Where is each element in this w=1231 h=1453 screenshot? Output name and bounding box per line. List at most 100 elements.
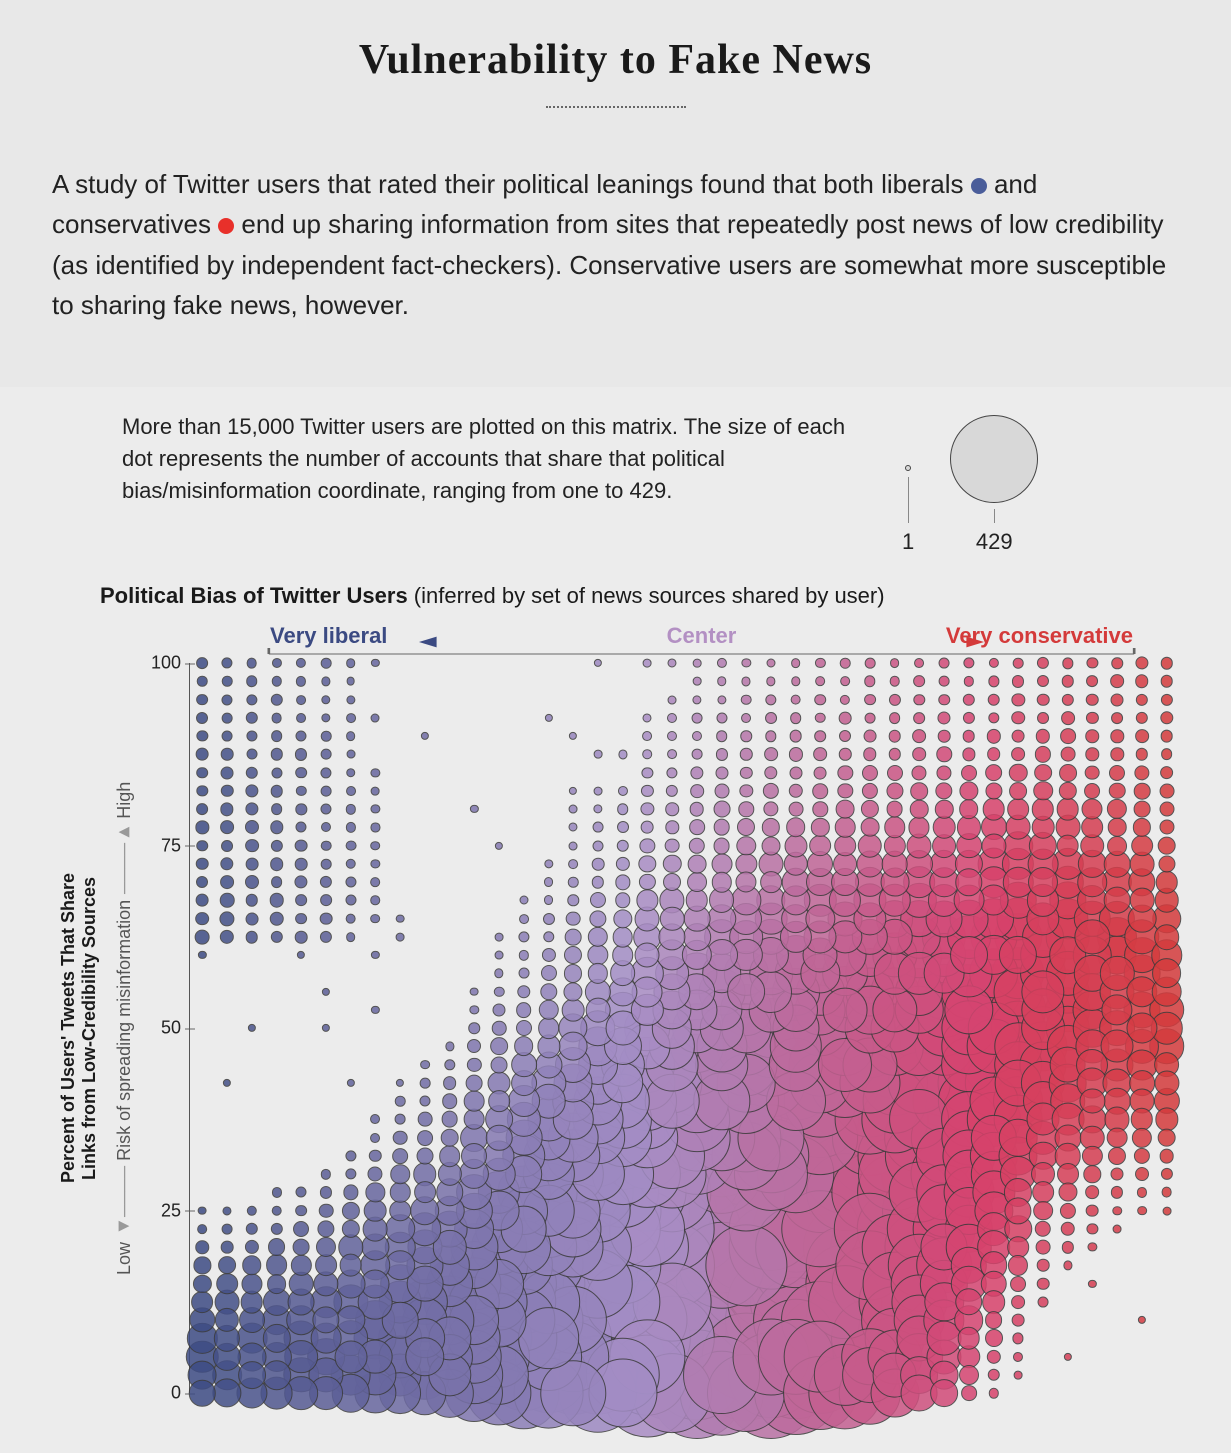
data-bubble bbox=[466, 1075, 483, 1092]
data-bubble bbox=[271, 730, 283, 742]
data-bubble bbox=[955, 1288, 983, 1316]
data-bubble bbox=[764, 748, 778, 762]
data-bubble bbox=[368, 1167, 383, 1182]
data-bubble bbox=[791, 677, 800, 686]
data-bubble bbox=[295, 895, 307, 907]
data-bubble bbox=[540, 983, 557, 1000]
data-bubble bbox=[815, 694, 827, 706]
data-bubble bbox=[317, 1220, 334, 1237]
data-bubble bbox=[345, 877, 356, 888]
y-tick: 75 bbox=[161, 835, 181, 856]
data-bubble bbox=[1086, 1204, 1099, 1217]
data-bubble bbox=[495, 933, 504, 942]
data-bubble bbox=[195, 930, 210, 945]
data-bubble bbox=[914, 676, 926, 688]
data-bubble bbox=[959, 1365, 979, 1385]
data-bubble bbox=[815, 730, 827, 742]
data-bubble bbox=[197, 731, 208, 742]
data-bubble bbox=[245, 839, 259, 853]
data-bubble bbox=[914, 658, 924, 668]
data-bubble bbox=[1108, 1147, 1126, 1165]
data-bubble bbox=[1088, 1243, 1097, 1252]
data-bubble bbox=[1034, 764, 1052, 782]
data-bubble bbox=[223, 1079, 231, 1087]
data-bubble bbox=[789, 784, 803, 798]
data-bubble bbox=[690, 766, 703, 779]
data-bubble bbox=[514, 1037, 534, 1057]
data-bubble bbox=[246, 894, 258, 906]
data-bubble bbox=[321, 677, 330, 686]
data-bubble bbox=[218, 1257, 236, 1275]
data-bubble bbox=[246, 712, 258, 724]
data-bubble bbox=[912, 729, 926, 743]
data-bubble bbox=[270, 693, 282, 705]
data-bubble bbox=[1108, 818, 1127, 837]
data-bubble bbox=[706, 1225, 787, 1306]
data-bubble bbox=[1058, 1183, 1077, 1202]
data-bubble bbox=[345, 840, 356, 851]
data-bubble bbox=[864, 694, 876, 706]
data-bubble bbox=[840, 658, 851, 669]
data-bubble bbox=[1159, 802, 1174, 817]
data-bubble bbox=[565, 929, 582, 946]
data-bubble bbox=[295, 839, 308, 852]
data-bubble bbox=[220, 857, 233, 870]
data-bubble bbox=[270, 785, 283, 798]
data-bubble bbox=[1160, 730, 1173, 743]
data-bubble bbox=[789, 730, 802, 743]
data-bubble bbox=[914, 694, 925, 705]
data-bubble bbox=[691, 713, 702, 724]
data-bubble bbox=[295, 876, 308, 889]
data-bubble bbox=[246, 749, 257, 760]
data-bubble bbox=[1104, 887, 1131, 914]
data-bubble bbox=[296, 804, 307, 815]
data-bubble bbox=[494, 986, 504, 996]
data-bubble bbox=[1135, 1167, 1149, 1181]
data-bubble bbox=[687, 872, 707, 892]
data-bubble bbox=[982, 798, 1005, 821]
data-bubble bbox=[222, 658, 233, 669]
data-bubble bbox=[343, 1185, 358, 1200]
data-bubble bbox=[693, 659, 702, 668]
data-bubble bbox=[1060, 1203, 1076, 1219]
data-bubble bbox=[1012, 1314, 1025, 1327]
data-bubble bbox=[865, 713, 876, 724]
data-bubble bbox=[665, 838, 680, 853]
data-bubble bbox=[741, 713, 751, 723]
data-bubble bbox=[320, 931, 332, 943]
data-bubble bbox=[616, 839, 628, 851]
data-bubble bbox=[270, 857, 284, 871]
data-bubble bbox=[886, 801, 903, 818]
data-bubble bbox=[1056, 834, 1079, 857]
chart-title: Political Bias of Twitter Users (inferre… bbox=[100, 583, 1179, 609]
data-bubble bbox=[862, 765, 878, 781]
x-axis-arrows-icon bbox=[260, 627, 1143, 657]
data-bubble bbox=[268, 1238, 286, 1256]
data-bubble bbox=[245, 803, 258, 816]
data-bubble bbox=[1136, 748, 1148, 760]
data-bubble bbox=[1154, 924, 1180, 950]
data-bubble bbox=[196, 894, 209, 907]
data-bubble bbox=[935, 782, 952, 799]
data-bubble bbox=[1126, 1013, 1157, 1044]
data-bubble bbox=[1060, 747, 1075, 762]
data-bubble bbox=[1137, 1206, 1147, 1216]
data-bubble bbox=[1014, 1371, 1023, 1380]
data-bubble bbox=[272, 1187, 282, 1197]
data-bubble bbox=[371, 859, 380, 868]
data-bubble bbox=[293, 1239, 310, 1256]
data-bubble bbox=[196, 876, 208, 888]
data-bubble bbox=[320, 804, 331, 815]
data-bubble bbox=[886, 782, 903, 799]
data-bubble bbox=[789, 766, 802, 779]
data-bubble bbox=[1064, 1353, 1072, 1361]
data-bubble bbox=[988, 712, 999, 723]
lede-paragraph: A study of Twitter users that rated thei… bbox=[0, 146, 1231, 361]
data-bubble bbox=[1133, 818, 1151, 836]
data-bubble bbox=[713, 801, 730, 818]
data-bubble bbox=[246, 1223, 258, 1235]
data-bubble bbox=[1036, 1240, 1051, 1255]
data-bubble bbox=[421, 732, 429, 740]
data-bubble bbox=[198, 1206, 207, 1215]
data-bubble bbox=[271, 676, 281, 686]
